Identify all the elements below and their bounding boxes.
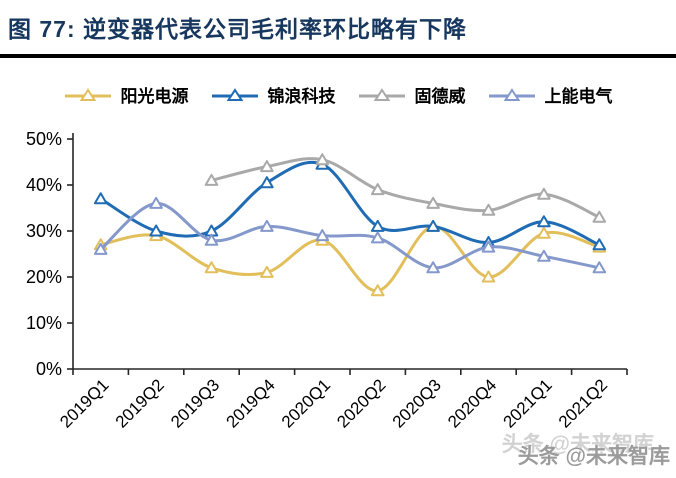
data-point-marker-固德威 (204, 173, 219, 186)
data-point-marker-阳光电源 (481, 270, 496, 283)
data-point-marker-锦浪科技 (592, 238, 607, 251)
y-axis-label: 20% (26, 267, 62, 287)
data-point-marker-阳光电源 (537, 226, 551, 239)
y-axis-label: 0% (36, 359, 62, 379)
data-point-marker-锦浪科技 (260, 176, 274, 189)
title-divider (0, 54, 676, 58)
legend-line-triangle-icon (64, 87, 111, 101)
data-point-marker-上能电气 (260, 219, 274, 232)
data-point-marker-阳光电源 (260, 265, 274, 278)
legend-item-sineng: 上能电气 (488, 82, 613, 107)
x-axis-label: 2020Q3 (389, 375, 445, 431)
legend-item-ginlong: 锦浪科技 (211, 82, 336, 107)
data-point-marker-上能电气 (481, 240, 496, 253)
legend-label: 阳光电源 (120, 87, 189, 106)
data-point-marker-上能电气 (370, 231, 385, 244)
x-axis-label: 2019Q4 (223, 375, 279, 431)
data-point-marker-固德威 (260, 160, 274, 173)
x-axis-label: 2020Q1 (278, 375, 334, 431)
data-point-marker-锦浪科技 (93, 192, 108, 205)
data-point-marker-锦浪科技 (537, 215, 551, 228)
data-point-marker-锦浪科技 (426, 219, 440, 232)
legend-line-triangle-icon (211, 87, 258, 101)
series-line-固德威 (210, 157, 601, 219)
x-axis-label: 2021Q2 (555, 375, 611, 431)
x-axis-label: 2019Q2 (112, 375, 168, 431)
legend-label: 固德威 (414, 87, 466, 106)
data-point-marker-阳光电源 (370, 284, 385, 297)
legend-line-triangle-icon (358, 87, 405, 101)
legend-label: 上能电气 (544, 87, 613, 106)
data-point-marker-上能电气 (93, 242, 108, 255)
figure-title: 图 77: 逆变器代表公司毛利率环比略有下降 (8, 16, 468, 42)
data-point-marker-上能电气 (537, 249, 551, 262)
data-point-marker-固德威 (370, 183, 385, 196)
data-point-marker-上能电气 (426, 261, 440, 274)
data-point-marker-上能电气 (592, 261, 607, 274)
series-line-锦浪科技 (99, 160, 601, 247)
data-point-marker-固德威 (481, 203, 496, 216)
legend-item-goodwe: 固德威 (358, 82, 466, 107)
data-point-marker-上能电气 (315, 229, 330, 242)
x-axis-label: 2020Q4 (444, 375, 500, 431)
x-axis-label: 2019Q1 (56, 375, 112, 431)
legend-item-sungrow: 阳光电源 (64, 82, 189, 107)
series-line-阳光电源 (99, 224, 601, 293)
x-axis-label: 2021Q1 (500, 375, 556, 431)
data-point-marker-固德威 (426, 196, 440, 209)
y-axis-label: 10% (26, 313, 62, 333)
chart-legend: 阳光电源 锦浪科技 固德威 上能电气 (0, 82, 676, 107)
data-point-marker-固德威 (315, 153, 330, 166)
figure-header: 图 77: 逆变器代表公司毛利率环比略有下降 (0, 10, 676, 44)
legend-label: 锦浪科技 (267, 87, 336, 106)
y-axis-label: 40% (26, 175, 62, 195)
legend-line-triangle-icon (488, 87, 535, 101)
data-point-marker-锦浪科技 (149, 224, 163, 237)
x-axis-label: 2019Q3 (167, 375, 223, 431)
data-point-marker-固德威 (592, 210, 607, 223)
series-line-上能电气 (99, 201, 601, 270)
x-axis-label: 2020Q2 (333, 375, 389, 431)
y-axis-label: 50% (26, 129, 62, 149)
data-point-marker-固德威 (537, 187, 551, 200)
data-point-marker-上能电气 (149, 196, 163, 209)
y-axis-label: 30% (26, 221, 62, 241)
data-point-marker-锦浪科技 (370, 219, 385, 232)
data-point-marker-上能电气 (204, 233, 219, 246)
data-point-marker-阳光电源 (204, 261, 219, 274)
